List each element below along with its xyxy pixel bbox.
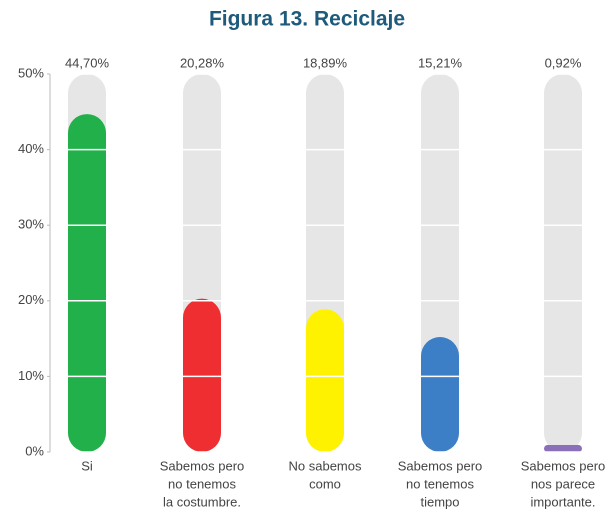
bar bbox=[306, 309, 344, 452]
bar-track bbox=[544, 74, 582, 452]
bar bbox=[183, 298, 221, 452]
x-tick-label: como bbox=[309, 476, 341, 491]
y-tick-label: 0% bbox=[25, 443, 44, 458]
value-label: 18,89% bbox=[303, 55, 348, 70]
y-tick-label: 10% bbox=[18, 368, 44, 383]
y-tick-label: 20% bbox=[18, 292, 44, 307]
x-tick-label: no tenemos bbox=[168, 476, 236, 491]
x-tick-label: Sabemos pero bbox=[398, 458, 483, 473]
y-tick-label: 30% bbox=[18, 217, 44, 232]
x-tick-label: nos parece bbox=[531, 476, 595, 491]
x-tick-label: importante. bbox=[530, 494, 595, 509]
value-label: 0,92% bbox=[545, 55, 582, 70]
x-tick-label: tiempo bbox=[420, 494, 459, 509]
value-label: 20,28% bbox=[180, 55, 225, 70]
x-tick-label: no tenemos bbox=[406, 476, 474, 491]
bar bbox=[68, 114, 106, 453]
y-tick-label: 50% bbox=[18, 65, 44, 80]
x-tick-label: No sabemos bbox=[289, 458, 362, 473]
y-tick-label: 40% bbox=[18, 141, 44, 156]
x-tick-label: Sabemos pero bbox=[160, 458, 245, 473]
x-tick-label: Sabemos pero bbox=[521, 458, 606, 473]
x-tick-label: Si bbox=[81, 458, 93, 473]
chart-title: Figura 13. Reciclaje bbox=[209, 8, 405, 31]
bar bbox=[544, 445, 582, 452]
x-tick-label: la costumbre. bbox=[163, 494, 241, 509]
value-label: 44,70% bbox=[65, 55, 110, 70]
value-label: 15,21% bbox=[418, 55, 463, 70]
bar bbox=[421, 337, 459, 452]
